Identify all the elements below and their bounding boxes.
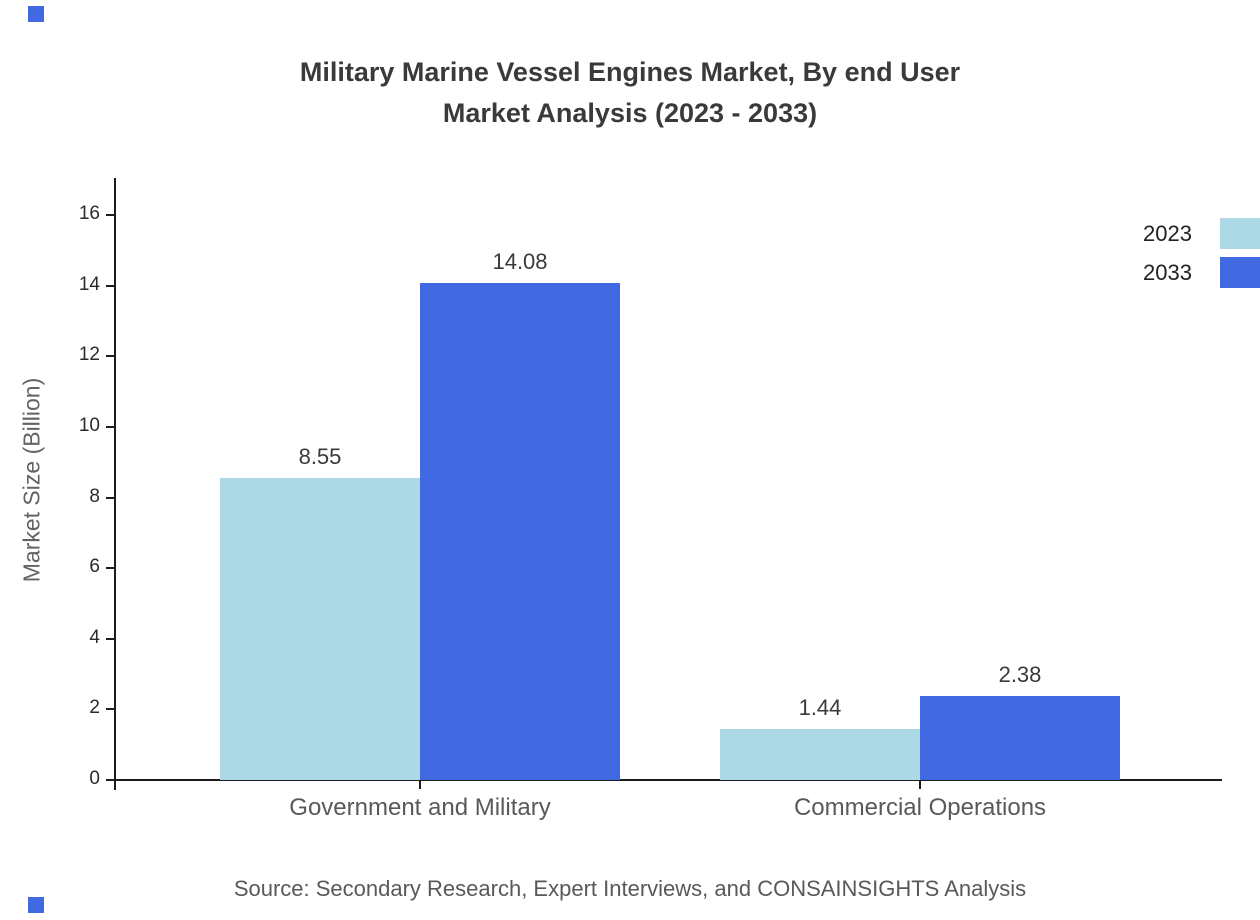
bar-value-label: 2.38 (998, 662, 1042, 687)
decoration-square-top-left-icon (28, 6, 44, 22)
y-axis-tick (106, 567, 115, 570)
y-axis-tick-label: 16 (78, 203, 100, 225)
legend-label: 2033 (1143, 259, 1192, 285)
y-axis-tick (106, 214, 115, 217)
category-label: Commercial Operations (793, 794, 1047, 821)
legend-swatch-icon (1220, 218, 1260, 249)
y-axis-tick (106, 284, 115, 287)
legend-item-2023: 2023 (1143, 218, 1260, 249)
source-note: Source: Secondary Research, Expert Inter… (233, 876, 1027, 901)
y-axis-tick (106, 496, 115, 499)
bar-2033-commercial-operations (920, 696, 1120, 780)
bar-2033-government-and-military (420, 283, 620, 780)
y-axis-tick-label: 12 (78, 344, 100, 366)
y-axis-line (114, 178, 116, 790)
chart-title-line1: Military Marine Vessel Engines Market, B… (299, 57, 961, 87)
y-axis-tick-label: 10 (78, 415, 100, 437)
decoration-square-bottom-left-icon (28, 897, 44, 913)
y-axis-tick-label: 8 (89, 485, 100, 507)
y-axis-tick (106, 708, 115, 711)
x-axis-tick (419, 780, 421, 789)
x-axis-line (110, 779, 1222, 781)
y-axis-tick-label: 2 (89, 697, 100, 719)
y-axis-tick-label: 6 (89, 556, 100, 578)
category-label: Government and Military (289, 794, 551, 821)
y-axis-tick (106, 355, 115, 358)
legend-label: 2023 (1143, 220, 1192, 246)
y-axis-tick (106, 637, 115, 640)
bar-value-label: 8.55 (298, 444, 342, 470)
x-axis-tick (919, 780, 921, 789)
y-axis-tick-label: 0 (89, 768, 100, 789)
bar-2023-government-and-military (220, 478, 420, 780)
y-axis-tick (106, 779, 115, 781)
bar-value-label: 1.44 (798, 695, 842, 721)
y-axis-title: Market Size (Billion) (18, 377, 45, 583)
legend: 2023 2033 (1143, 218, 1260, 288)
bar-value-label: 14.08 (492, 249, 548, 275)
bar-2023-commercial-operations (720, 729, 920, 780)
y-axis-tick (106, 426, 115, 429)
chart-title: Military Marine Vessel Engines Market, B… (0, 52, 1260, 134)
chart-title-line2: Market Analysis (2023 - 2033) (442, 98, 818, 128)
y-axis-tick-label: 4 (89, 626, 100, 648)
y-axis-tick-label: 14 (78, 273, 100, 295)
legend-swatch-icon (1220, 257, 1260, 288)
legend-item-2033: 2033 (1143, 257, 1260, 288)
